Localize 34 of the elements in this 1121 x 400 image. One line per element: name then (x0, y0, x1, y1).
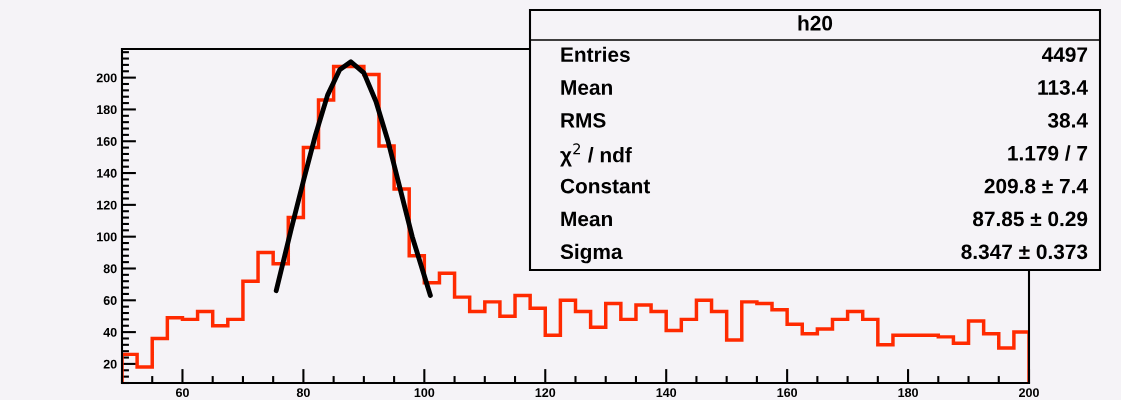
x-tick-label: 200 (1019, 388, 1039, 398)
x-tick-label: 60 (175, 388, 189, 398)
y-tick-label: 60 (103, 296, 117, 305)
y-tick-label: 160 (97, 137, 117, 146)
y-tick-label: 140 (97, 168, 117, 178)
annotation: Entries (561, 46, 630, 63)
annotation: 209.8 ± 7.4 (984, 178, 1088, 194)
y-tick-label: 40 (103, 327, 117, 337)
x-tick-label: 100 (414, 388, 435, 398)
annotation: 87.85 ± 0.29 (972, 211, 1088, 227)
y-tick-label: 120 (97, 200, 117, 210)
annotation: 8.347 ± 0.373 (961, 244, 1088, 260)
annotation: 1.179 / 7 (1008, 145, 1088, 161)
text: 38.4 (1047, 112, 1088, 128)
y-tick-label: 80 (103, 264, 117, 274)
annotation: RMS (561, 112, 606, 128)
text: 113.4 (1038, 80, 1088, 95)
x-tick-label: 160 (777, 388, 798, 398)
y-tick-label: 100 (97, 232, 117, 242)
annotation: Sigma (560, 243, 623, 264)
annotation: Constant (560, 178, 651, 194)
annotation: Mean (561, 211, 612, 227)
y-tick-label: 20 (103, 359, 117, 369)
text: h20 (798, 15, 833, 31)
y-tick-label: 180 (97, 105, 117, 115)
y-tick-label: 200 (96, 73, 117, 83)
line-series (273, 59, 433, 298)
text: 4497 (1041, 47, 1088, 63)
annotation: χ$^{2}$ / ndf (560, 143, 632, 167)
x-tick-label: 140 (656, 388, 677, 398)
x-tick-label: 120 (535, 388, 556, 398)
x-tick-label: 80 (296, 388, 310, 398)
annotation: Mean (561, 80, 612, 95)
x-tick-label: 180 (898, 388, 918, 398)
